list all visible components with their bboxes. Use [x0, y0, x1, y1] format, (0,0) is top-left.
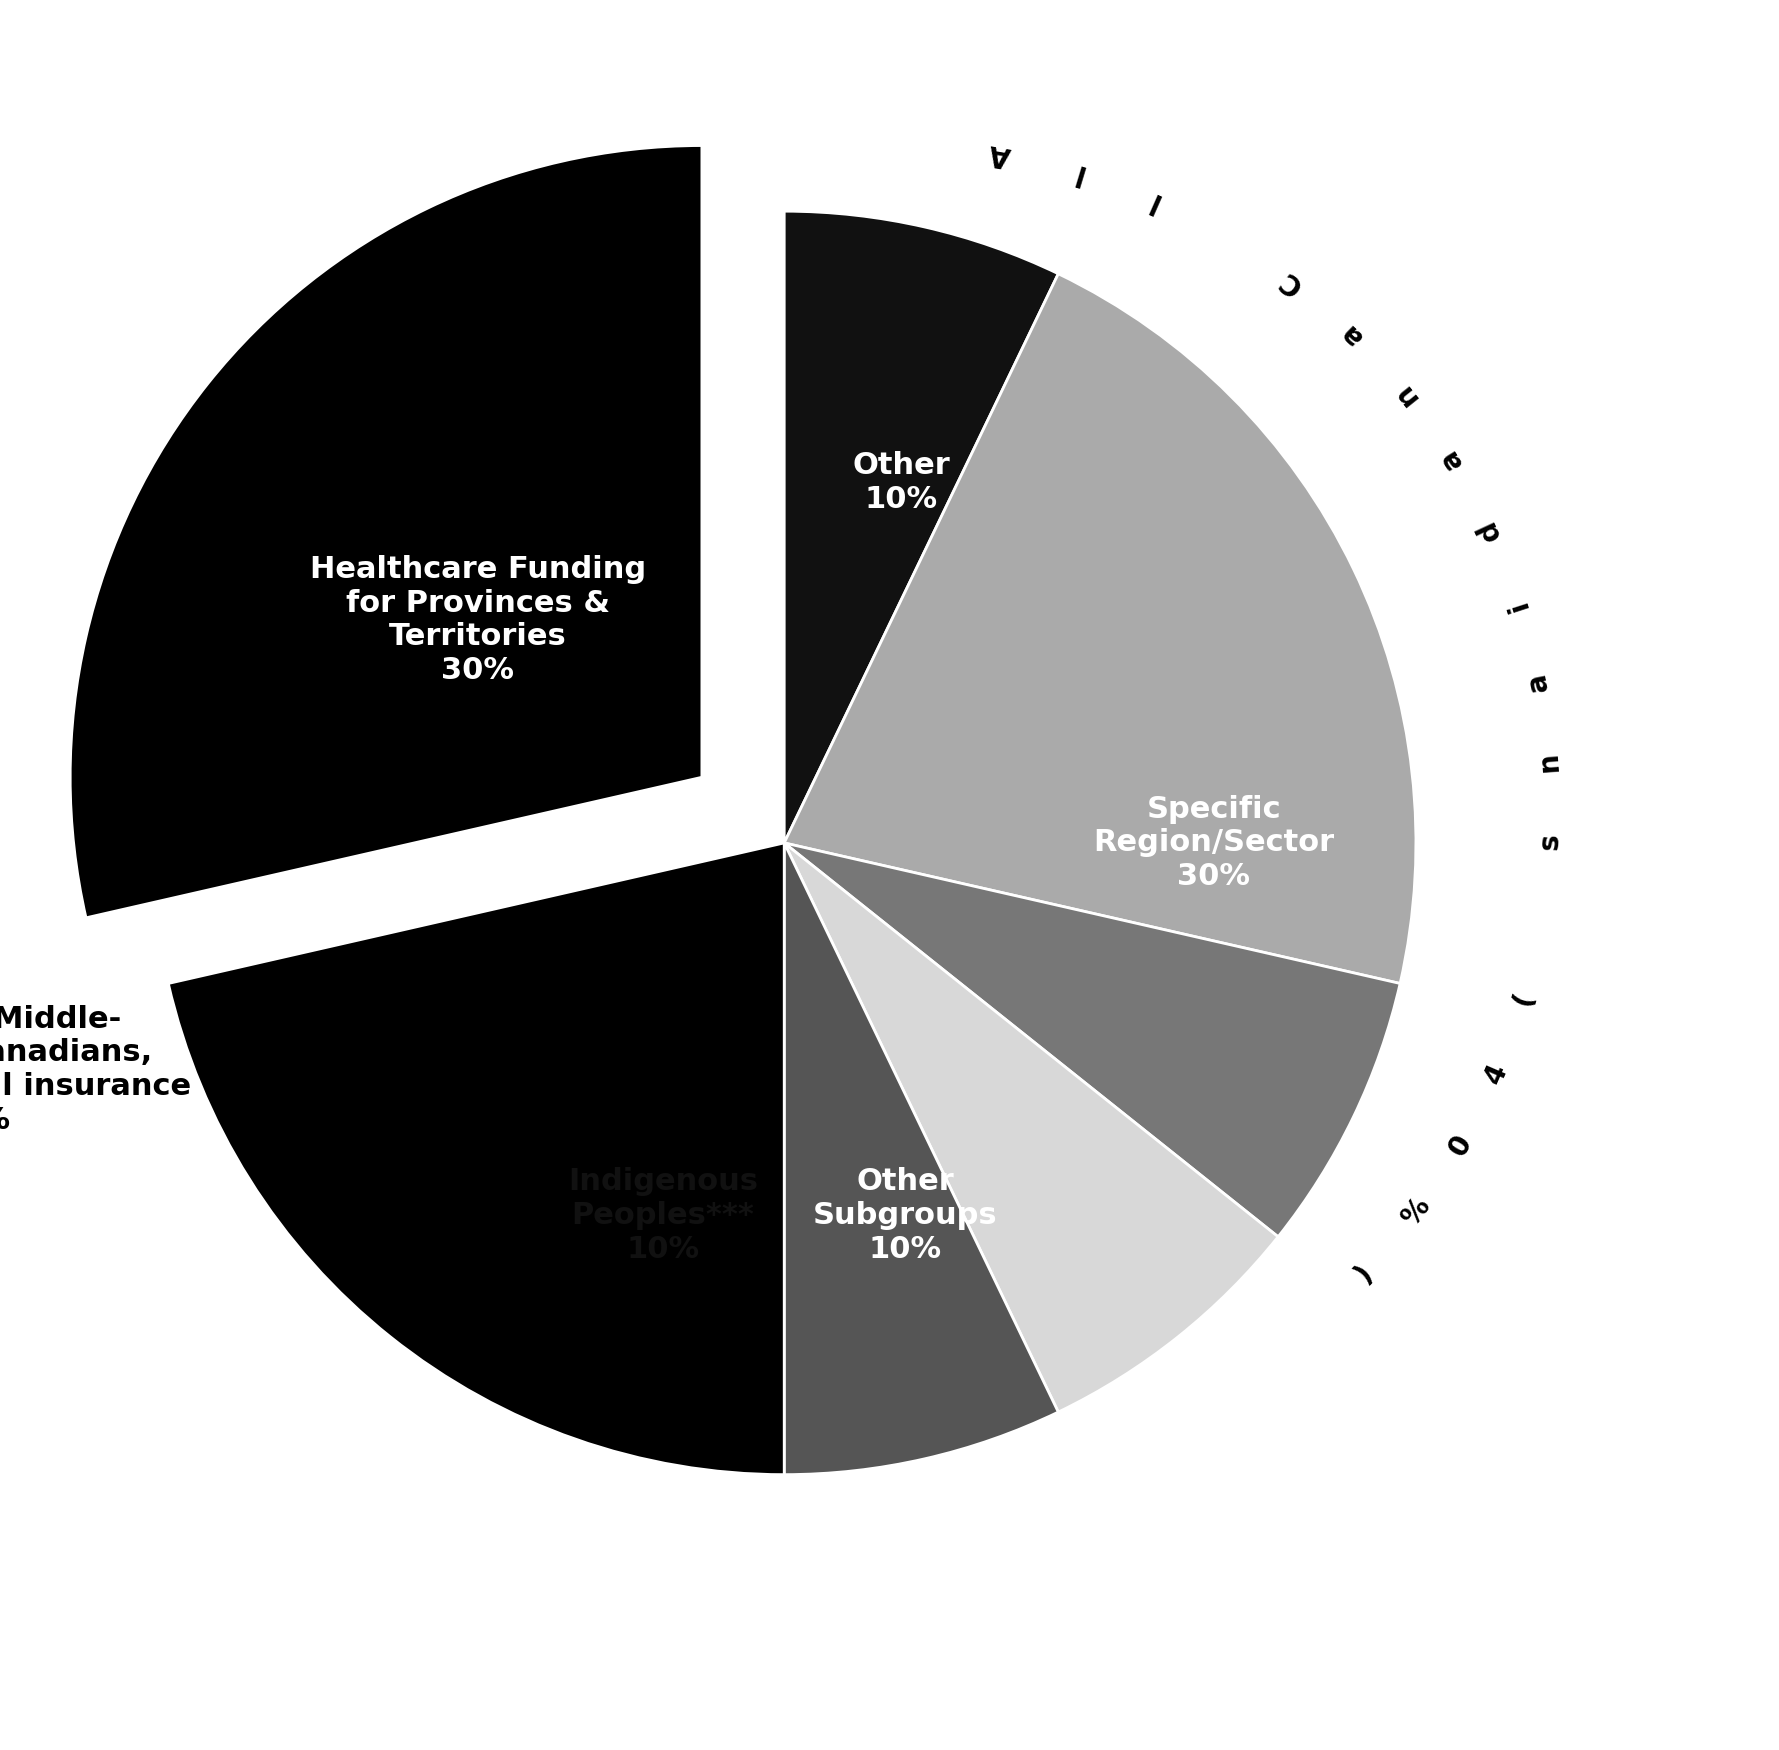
Wedge shape	[169, 844, 785, 1475]
Text: Indigenous
Peoples***
10%: Indigenous Peoples*** 10%	[568, 1167, 758, 1264]
Text: Other
10%: Other 10%	[852, 452, 950, 514]
Text: Specific
Region/Sector
30%: Specific Region/Sector 30%	[1094, 794, 1334, 891]
Text: n: n	[1388, 378, 1421, 411]
Text: Other
Subgroups
10%: Other Subgroups 10%	[813, 1167, 998, 1264]
Text: 4: 4	[1480, 1060, 1512, 1088]
Text: n: n	[1533, 751, 1564, 772]
Text: Low- and Middle-
income** Canadians,
without Dental insurance
10%: Low- and Middle- income** Canadians, wit…	[0, 1004, 192, 1134]
Text: d: d	[1471, 514, 1505, 544]
Text: l: l	[1069, 158, 1087, 187]
Text: s: s	[1535, 833, 1564, 850]
Text: a: a	[1523, 670, 1553, 693]
Wedge shape	[69, 145, 703, 917]
Wedge shape	[785, 273, 1416, 984]
Text: a: a	[1334, 318, 1368, 352]
Text: (: (	[1509, 989, 1539, 1010]
Wedge shape	[785, 844, 1277, 1412]
Text: C: C	[1274, 264, 1308, 299]
Wedge shape	[785, 844, 1400, 1237]
Text: 0: 0	[1443, 1130, 1477, 1162]
Text: %: %	[1397, 1194, 1436, 1232]
Text: l: l	[1144, 186, 1163, 215]
Text: A: A	[987, 138, 1012, 170]
Wedge shape	[785, 212, 1059, 844]
Text: ): )	[1348, 1258, 1379, 1288]
Text: i: i	[1503, 595, 1533, 612]
Text: Healthcare Funding
for Provinces &
Territories
30%: Healthcare Funding for Provinces & Terri…	[310, 555, 646, 684]
Wedge shape	[785, 844, 1059, 1475]
Text: a: a	[1434, 444, 1468, 474]
